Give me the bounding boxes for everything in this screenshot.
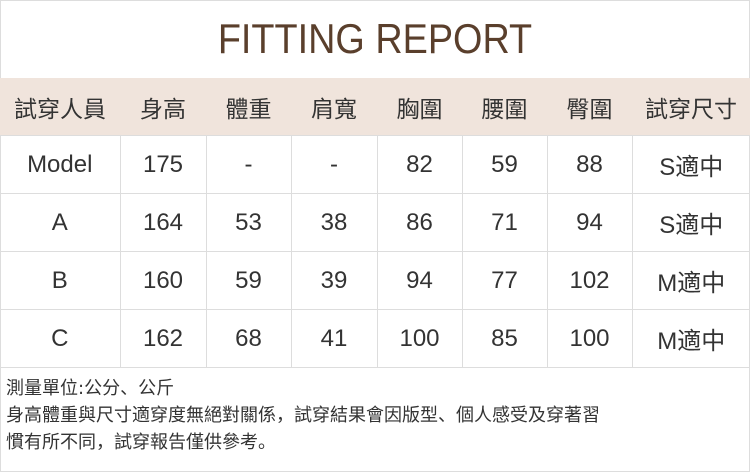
table-cell: 88 — [546, 135, 633, 194]
table-cell: 38 — [290, 193, 378, 252]
table-cell: - — [290, 135, 378, 194]
table-row: B 160 59 39 94 77 102 M適中 — [0, 251, 750, 310]
table-cell: 71 — [461, 193, 548, 252]
table-cell: 82 — [376, 135, 463, 194]
table-cell: M適中 — [631, 251, 750, 310]
table-row: A 164 53 38 86 71 94 S適中 — [0, 193, 750, 252]
header-row: 試穿人員 身高 體重 肩寬 胸圍 腰圍 臀圍 試穿尺寸 — [0, 78, 750, 136]
table-cell: 86 — [376, 193, 463, 252]
table-cell: 59 — [461, 135, 548, 194]
header-cell: 胸圍 — [377, 78, 462, 136]
table-cell: A — [0, 193, 121, 252]
header-cell: 臀圍 — [547, 78, 632, 136]
table-cell: 100 — [546, 309, 633, 368]
table-cell: 164 — [119, 193, 207, 252]
table-cell: 162 — [119, 309, 207, 368]
table-cell: 102 — [546, 251, 633, 310]
table-cell: - — [205, 135, 292, 194]
header-cell: 腰圍 — [462, 78, 547, 136]
table-row: Model 175- -82 59 88 S適中 — [0, 135, 750, 194]
table-cell: C — [0, 309, 121, 368]
table-cell: S適中 — [631, 135, 750, 194]
notes: 測量單位:公分、公斤 身高體重與尺寸適穿度無絕對關係，試穿結果會因版型、個人感受… — [6, 375, 600, 456]
table-cell: 175 — [119, 135, 207, 194]
table-cell: M適中 — [631, 309, 750, 368]
table-cell: 85 — [461, 309, 548, 368]
header-cell: 肩寬 — [291, 78, 377, 136]
table-cell: 100 — [376, 309, 463, 368]
header-cell: 身高 — [120, 78, 206, 136]
table-cell: 77 — [461, 251, 548, 310]
note-line: 慣有所不同，試穿報告僅供參考。 — [6, 432, 276, 453]
table-cell: S適中 — [631, 193, 750, 252]
table-cell: 94 — [376, 251, 463, 310]
note-line: 測量單位:公分、公斤 — [6, 378, 175, 399]
table-cell: 41 — [290, 309, 378, 368]
table-cell: 53 — [205, 193, 292, 252]
header-cell: 試穿人員 — [0, 78, 120, 136]
header-cell: 試穿尺寸 — [632, 78, 750, 136]
table-cell: 160 — [119, 251, 207, 310]
header-cell: 體重 — [206, 78, 291, 136]
table-cell: 94 — [546, 193, 633, 252]
table-cell: B — [0, 251, 121, 310]
table-cell: 59 — [205, 251, 292, 310]
table-cell: Model — [0, 135, 121, 194]
table-cell: 39 — [290, 251, 378, 310]
note-line: 身高體重與尺寸適穿度無絕對關係，試穿結果會因版型、個人感受及穿著習 — [6, 405, 600, 426]
page-title: FITTING REPORT — [217, 15, 533, 62]
fitting-table: 試穿人員 身高 體重 肩寬 胸圍 腰圍 臀圍 試穿尺寸 Model 175- -82… — [0, 78, 750, 368]
table-cell: 68 — [205, 309, 292, 368]
table-row: C 162 68 41 100 85 100 M適中 — [0, 309, 750, 368]
